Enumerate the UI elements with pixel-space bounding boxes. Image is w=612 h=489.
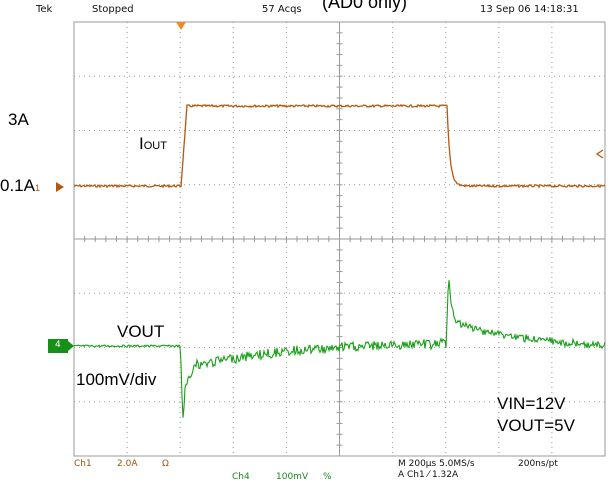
- vin-condition-label: VIN=12V: [497, 394, 566, 413]
- ch4-scale-readout: 100mV: [276, 472, 309, 482]
- brand-label: Tek: [36, 4, 53, 15]
- run-state-label: Stopped: [92, 4, 134, 15]
- datetime-label: 13 Sep 06 14:18:31: [480, 4, 579, 15]
- ch1-right-edge-marker: [595, 149, 604, 159]
- acquisition-count: 57 Acqs: [262, 4, 302, 15]
- current-low-value: 0.1A: [0, 176, 35, 195]
- ch1-marker-number: 1: [34, 183, 40, 193]
- iout-main: I: [139, 134, 144, 153]
- sample-interval-readout: 200ns/pt: [518, 459, 558, 469]
- iout-label: IOUT: [139, 134, 167, 154]
- graticule: [73, 21, 606, 457]
- ch4-ground-arrow: [68, 341, 74, 351]
- ch1-ground-marker: [56, 182, 64, 192]
- ch1-impedance-readout: Ω: [162, 459, 169, 469]
- trigger-readout: A Ch1 ⁄ 1.32A: [398, 470, 459, 480]
- ch4-bandwidth-readout: %: [323, 472, 332, 482]
- ch1-scale-readout: 2.0A: [117, 459, 138, 469]
- current-low-label: 0.1A1: [0, 176, 40, 196]
- iout-subscript: OUT: [143, 140, 167, 152]
- trigger-position-marker: [176, 22, 186, 30]
- waveforms: [73, 103, 606, 418]
- ch4-marker-number: 4: [55, 340, 61, 350]
- vout-scale-label: 100mV/div: [76, 370, 157, 389]
- ch4-name-readout: Ch4: [232, 472, 250, 482]
- figure-caption: (AD0 only): [322, 0, 408, 12]
- vout-condition-label: VOUT=5V: [497, 416, 575, 435]
- vout-label: VOUT: [117, 322, 165, 341]
- timebase-readout: M 200µs 5.0MS/s: [398, 459, 475, 469]
- current-high-label: 3A: [8, 110, 29, 129]
- ch4-voltage-trace: [73, 280, 606, 418]
- ch1-current-trace: [73, 103, 606, 189]
- ch4-ground-marker: [48, 339, 68, 353]
- ch1-name-readout: Ch1: [74, 459, 92, 469]
